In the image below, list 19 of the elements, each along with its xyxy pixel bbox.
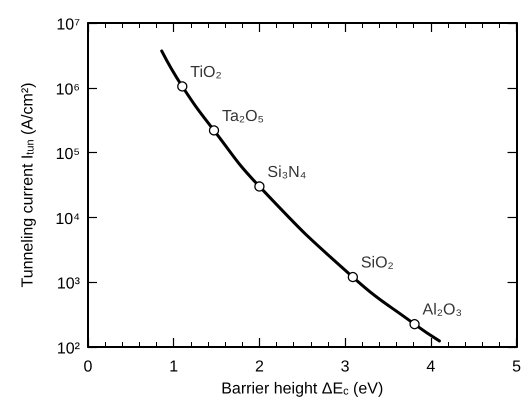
- x-tick-label: 3: [340, 358, 350, 376]
- y-tick-label: 10⁶: [56, 81, 80, 98]
- y-tick-label: 10³: [56, 276, 81, 293]
- annotation: Si₃N₄: [267, 164, 306, 181]
- x-tick-label: 1: [169, 358, 178, 376]
- x-tick-label: 5: [512, 358, 522, 376]
- annotation: Ta₂O₅: [222, 108, 264, 125]
- annotation: Al₂O₃: [422, 302, 462, 319]
- annotation: TiO₂: [190, 64, 222, 81]
- x-tick-label: 2: [254, 358, 264, 376]
- annotation: SiO₂: [360, 254, 394, 272]
- x-tick-label: 4: [426, 358, 436, 376]
- y-tick-label: 10²: [56, 340, 81, 358]
- x-axis-title: Barrier height ΔEc (eV): [221, 380, 384, 398]
- x-tick-label: 0: [84, 358, 93, 376]
- y-tick-label: 10⁵: [56, 146, 80, 164]
- y-tick-label: 10⁴: [55, 210, 80, 228]
- y-tick-label: 10⁷: [56, 16, 80, 34]
- y-axis-title: Tunneling current Itun (A/cm²): [20, 82, 36, 288]
